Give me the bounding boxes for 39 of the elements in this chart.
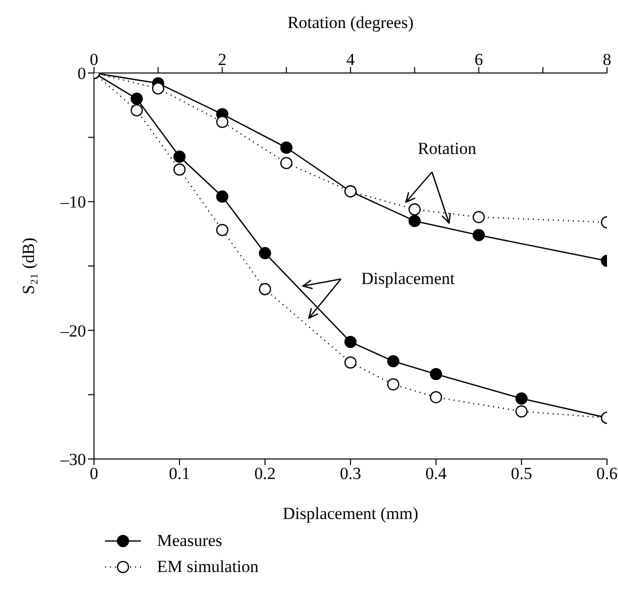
point (258, 283, 272, 296)
x-tick-label: 0.5 (510, 464, 532, 484)
legend-label: EM simulation (157, 557, 259, 577)
x-tick-label: 0 (90, 464, 98, 484)
point (130, 104, 143, 116)
x-tick-label: 0.4 (425, 464, 448, 484)
point (515, 392, 528, 405)
y-tick-label: –30 (60, 450, 86, 470)
point (344, 336, 357, 348)
y-tick-label: 0 (78, 64, 86, 84)
y-tick-label: –20 (60, 321, 86, 340)
point (216, 190, 228, 203)
x2-tick-label: 4 (346, 50, 356, 69)
x-tick-label: 0.3 (340, 464, 362, 484)
point (387, 378, 400, 390)
point (430, 368, 442, 380)
x-axis-title: Displacement (mm) (282, 504, 418, 523)
point (344, 356, 357, 369)
x2-axis-title: Rotation (degrees) (287, 13, 414, 32)
point (515, 405, 528, 418)
y-axis-title: S₂₁ (dB) (19, 238, 38, 294)
point (430, 391, 442, 404)
point (130, 92, 143, 105)
annotation: Displacement (361, 269, 456, 288)
x-tick-label: 0.2 (254, 464, 276, 484)
legend-label: Measures (157, 531, 222, 551)
x2-tick-label: 0 (90, 50, 98, 69)
point (258, 247, 272, 260)
x2-tick-label: 8 (602, 50, 612, 69)
y-tick-label: –10 (60, 192, 86, 212)
point (173, 150, 186, 163)
x2-tick-label: 6 (474, 50, 483, 69)
x-tick-label: 0.1 (168, 464, 190, 484)
point (216, 224, 228, 236)
point (173, 163, 186, 176)
x2-tick-label: 2 (218, 50, 226, 69)
x-tick-label: 0.6 (596, 464, 618, 484)
annotation: Rotation (418, 139, 477, 158)
point (387, 355, 400, 368)
